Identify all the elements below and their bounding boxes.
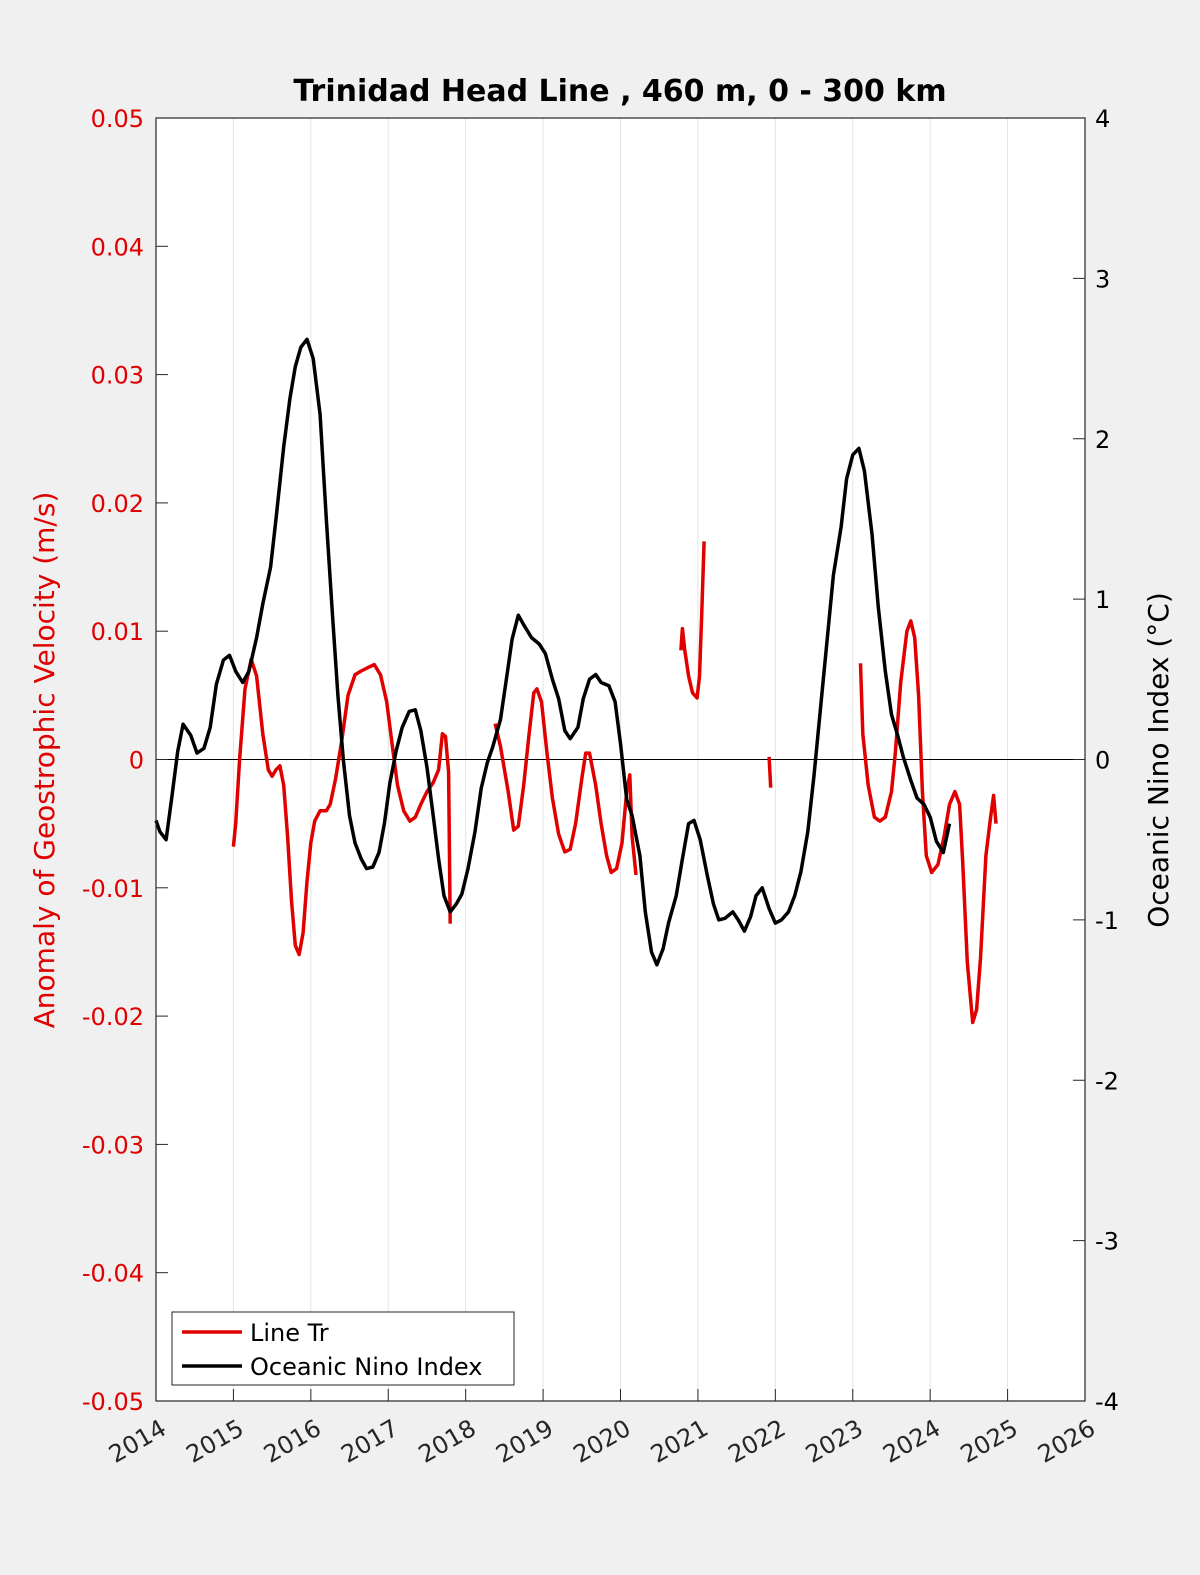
left-tick-label: 0 [129, 747, 144, 775]
left-tick-label: -0.03 [82, 1131, 144, 1159]
left-axis-ticks: 0.05 0.04 0.03 0.02 0.01 0 -0.01 -0.02 -0.03 -0.0… [82, 105, 168, 1416]
left-tick-label: -0.05 [82, 1388, 144, 1416]
right-tick-label: 2 [1095, 426, 1110, 454]
legend: Line Tr Oceanic Nino Index [171, 1311, 515, 1386]
right-tick-label: -2 [1095, 1067, 1119, 1095]
legend-label-oni: Oceanic Nino Index [250, 1353, 482, 1381]
left-axis-label: Anomaly of Geostrophic Velocity (m/s) [28, 492, 61, 1029]
chart-title: Trinidad Head Line , 460 m, 0 - 300 km [293, 74, 946, 109]
left-tick-label: -0.02 [82, 1003, 144, 1031]
series-line-tr [767, 756, 773, 788]
left-tick-label: 0.04 [91, 233, 144, 261]
left-tick-label: -0.04 [82, 1260, 144, 1288]
legend-label-line-tr: Line Tr [250, 1319, 329, 1347]
right-axis-label: Oceanic Nino Index (°C) [1142, 592, 1175, 928]
legend-box [171, 1311, 515, 1386]
series-layer [154, 337, 998, 1025]
right-tick-label: -1 [1095, 907, 1119, 935]
left-tick-label: -0.01 [82, 875, 144, 903]
right-tick-label: -3 [1095, 1228, 1119, 1256]
series-line-tr [231, 657, 452, 957]
series-line-tr [858, 619, 998, 1025]
right-axis-ticks: 4 3 2 1 0 -1 -2 -3 -4 [1073, 105, 1119, 1416]
right-tick-label: -4 [1095, 1388, 1119, 1416]
left-tick-label: 0.02 [91, 490, 144, 518]
series-oceanic-nino-index [154, 337, 952, 967]
left-tick-label: 0.01 [91, 618, 144, 646]
right-tick-label: 3 [1095, 265, 1110, 293]
left-tick-label: 0.03 [91, 362, 144, 390]
right-tick-label: 4 [1095, 105, 1110, 133]
series-line-tr [493, 687, 638, 876]
right-tick-label: 1 [1095, 586, 1110, 614]
left-tick-label: 0.05 [91, 105, 144, 133]
right-tick-label: 0 [1095, 747, 1110, 775]
series-line-tr [679, 541, 706, 700]
